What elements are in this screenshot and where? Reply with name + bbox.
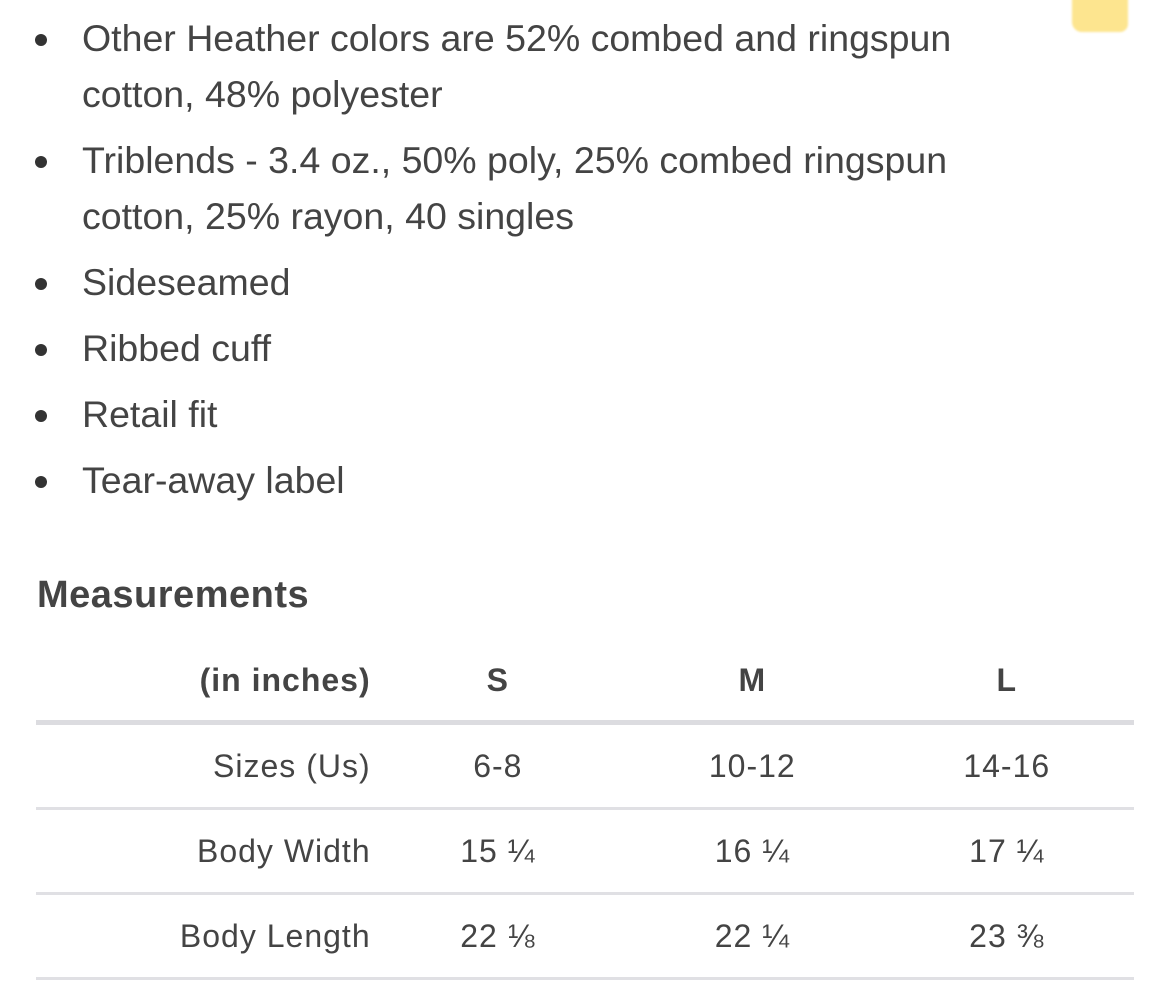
feature-text: Triblends - 3.4 oz., 50% poly, 25% combe… bbox=[82, 139, 948, 237]
cell: 15 ¼ bbox=[370, 808, 626, 895]
feature-text: Retail fit bbox=[82, 393, 218, 435]
cell: 10-12 bbox=[625, 722, 880, 810]
list-item: Other Heather colors are 52% combed and … bbox=[0, 10, 1060, 122]
header-size-m: M bbox=[625, 640, 880, 725]
measurements-table: (in inches) S M L Sizes (Us) 6-8 10-12 1… bbox=[36, 640, 1134, 980]
bullet-icon bbox=[35, 410, 47, 422]
table-row: Body Length 22 ⅛ 22 ¼ 23 ⅜ bbox=[36, 893, 1134, 980]
cell: 23 ⅜ bbox=[879, 893, 1134, 980]
cell: 6-8 bbox=[370, 722, 626, 810]
bullet-icon bbox=[35, 156, 47, 168]
table-row: Sizes (Us) 6-8 10-12 14-16 bbox=[36, 722, 1134, 810]
list-item: Ribbed cuff bbox=[0, 320, 1060, 376]
feature-text: Other Heather colors are 52% combed and … bbox=[82, 17, 952, 115]
feature-text: Sideseamed bbox=[82, 261, 291, 303]
cell: 22 ⅛ bbox=[370, 893, 626, 980]
row-label: Body Length bbox=[36, 893, 371, 980]
cell: 22 ¼ bbox=[625, 893, 880, 980]
bullet-icon bbox=[35, 344, 47, 356]
list-item: Sideseamed bbox=[0, 254, 1060, 310]
bullet-icon bbox=[35, 476, 47, 488]
row-label: Sizes (Us) bbox=[36, 722, 371, 810]
table-header-row: (in inches) S M L bbox=[36, 640, 1134, 725]
header-size-s: S bbox=[370, 640, 626, 725]
list-item: Retail fit bbox=[0, 386, 1060, 442]
cell: 17 ¼ bbox=[879, 808, 1134, 895]
feature-list: Other Heather colors are 52% combed and … bbox=[0, 10, 1060, 518]
feature-text: Tear-away label bbox=[82, 459, 345, 501]
header-units: (in inches) bbox=[36, 640, 371, 725]
list-item: Tear-away label bbox=[0, 452, 1060, 508]
list-item: Triblends - 3.4 oz., 50% poly, 25% combe… bbox=[0, 132, 1060, 244]
header-size-l: L bbox=[879, 640, 1134, 725]
measurements-heading: Measurements bbox=[37, 574, 310, 616]
row-label: Body Width bbox=[36, 808, 371, 895]
bullet-icon bbox=[35, 278, 47, 290]
table-row: Body Width 15 ¼ 16 ¼ 17 ¼ bbox=[36, 808, 1134, 895]
cell: 16 ¼ bbox=[625, 808, 880, 895]
bullet-icon bbox=[35, 34, 47, 46]
cell: 14-16 bbox=[879, 722, 1134, 810]
sticky-note-fragment bbox=[1072, 0, 1128, 32]
feature-text: Ribbed cuff bbox=[82, 327, 272, 369]
